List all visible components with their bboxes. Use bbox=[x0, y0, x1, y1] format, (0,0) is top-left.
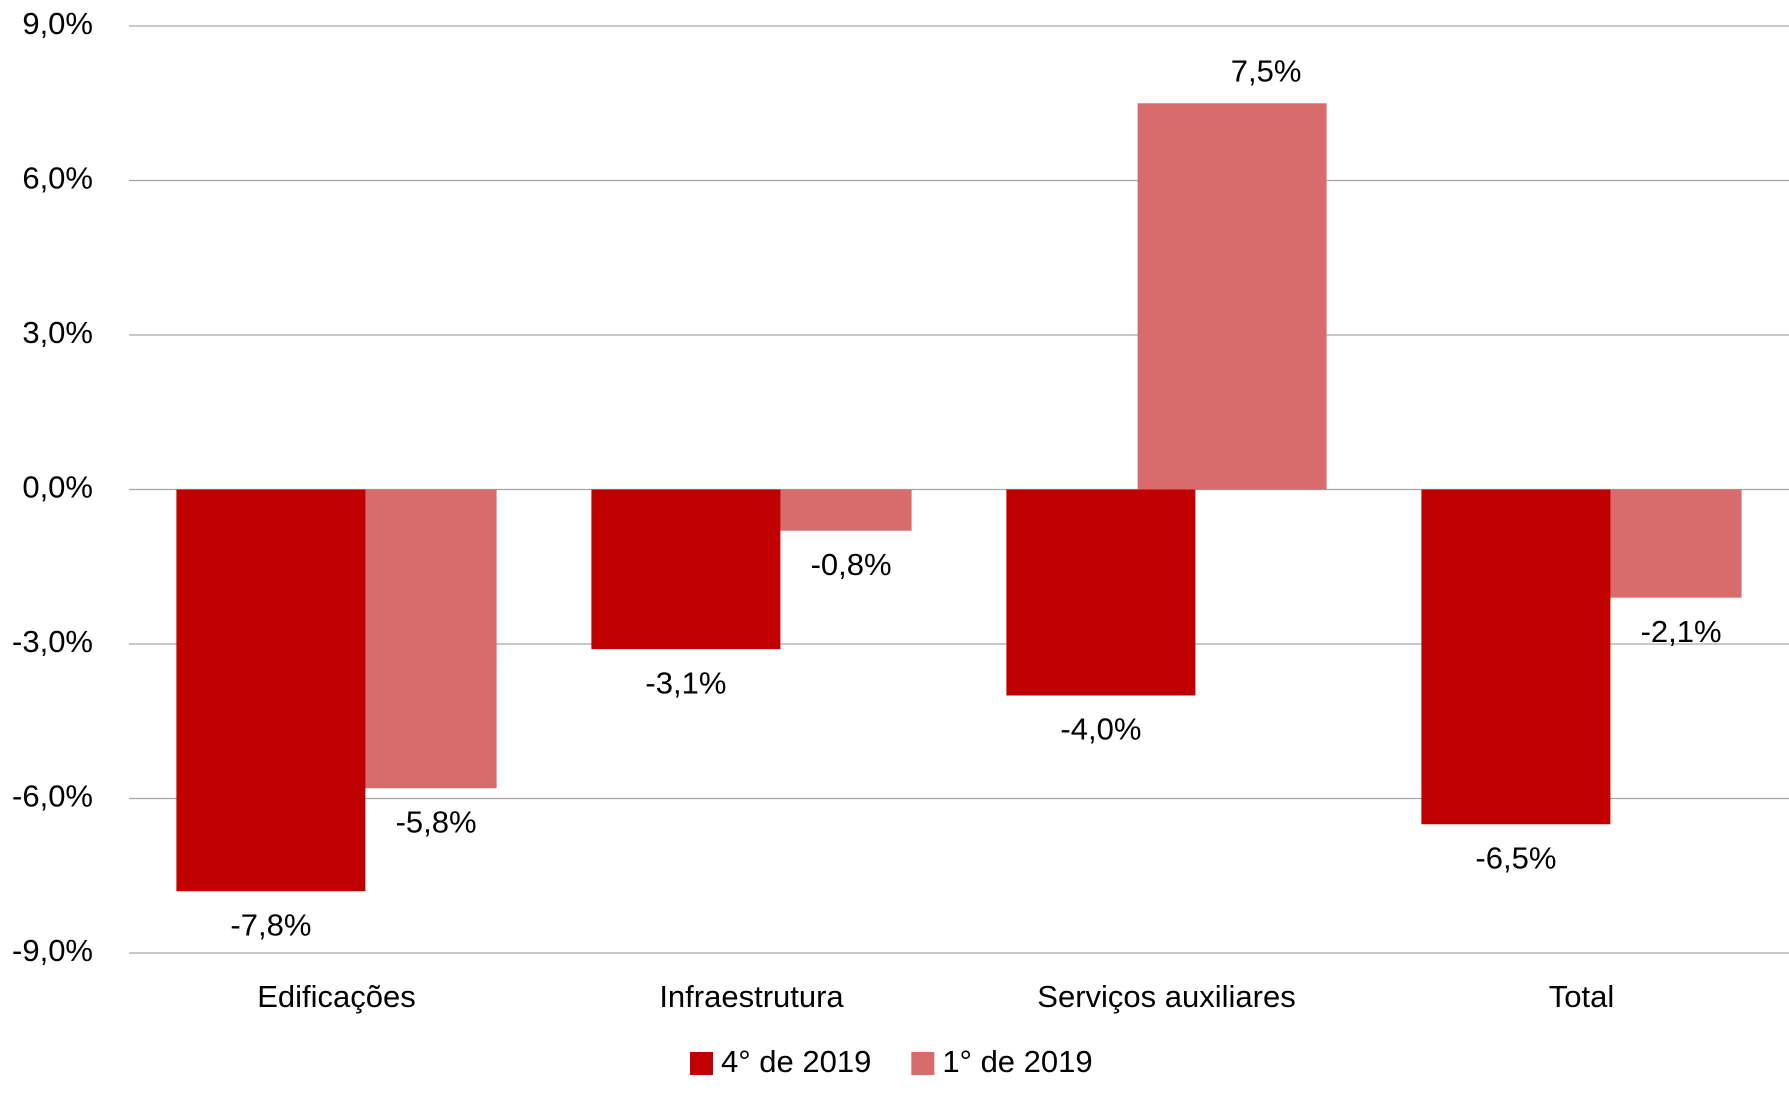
data-label: 7,5% bbox=[1231, 53, 1302, 88]
bar bbox=[1421, 489, 1611, 825]
legend-swatch bbox=[911, 1052, 935, 1075]
data-label: -7,8% bbox=[230, 907, 311, 942]
y-tick-label: -9,0% bbox=[12, 933, 93, 968]
y-tick-label: 9,0% bbox=[22, 6, 93, 41]
data-label: -6,5% bbox=[1475, 840, 1556, 875]
y-tick-label: 0,0% bbox=[22, 470, 93, 505]
y-tick-label: 6,0% bbox=[22, 161, 93, 196]
legend-label: 1° de 2019 bbox=[942, 1044, 1092, 1079]
data-label: -2,1% bbox=[1641, 614, 1722, 649]
x-tick-label: Edificações bbox=[257, 979, 416, 1014]
bar bbox=[176, 489, 366, 892]
legend-swatch bbox=[690, 1052, 713, 1075]
bar bbox=[1006, 489, 1196, 696]
bar bbox=[1137, 103, 1327, 490]
x-tick-label: Infraestrutura bbox=[659, 979, 844, 1014]
x-tick-label: Serviços auxiliares bbox=[1037, 979, 1295, 1014]
y-tick-label: 3,0% bbox=[22, 315, 93, 350]
x-tick-label: Total bbox=[1549, 979, 1614, 1014]
data-label: -4,0% bbox=[1060, 712, 1141, 747]
data-label: -3,1% bbox=[645, 665, 726, 700]
bar bbox=[591, 489, 781, 650]
legend-label: 4° de 2019 bbox=[721, 1044, 871, 1079]
data-label: -5,8% bbox=[396, 804, 477, 839]
y-tick-label: -3,0% bbox=[12, 624, 93, 659]
y-tick-label: -6,0% bbox=[12, 779, 93, 814]
data-label: -0,8% bbox=[811, 547, 892, 582]
